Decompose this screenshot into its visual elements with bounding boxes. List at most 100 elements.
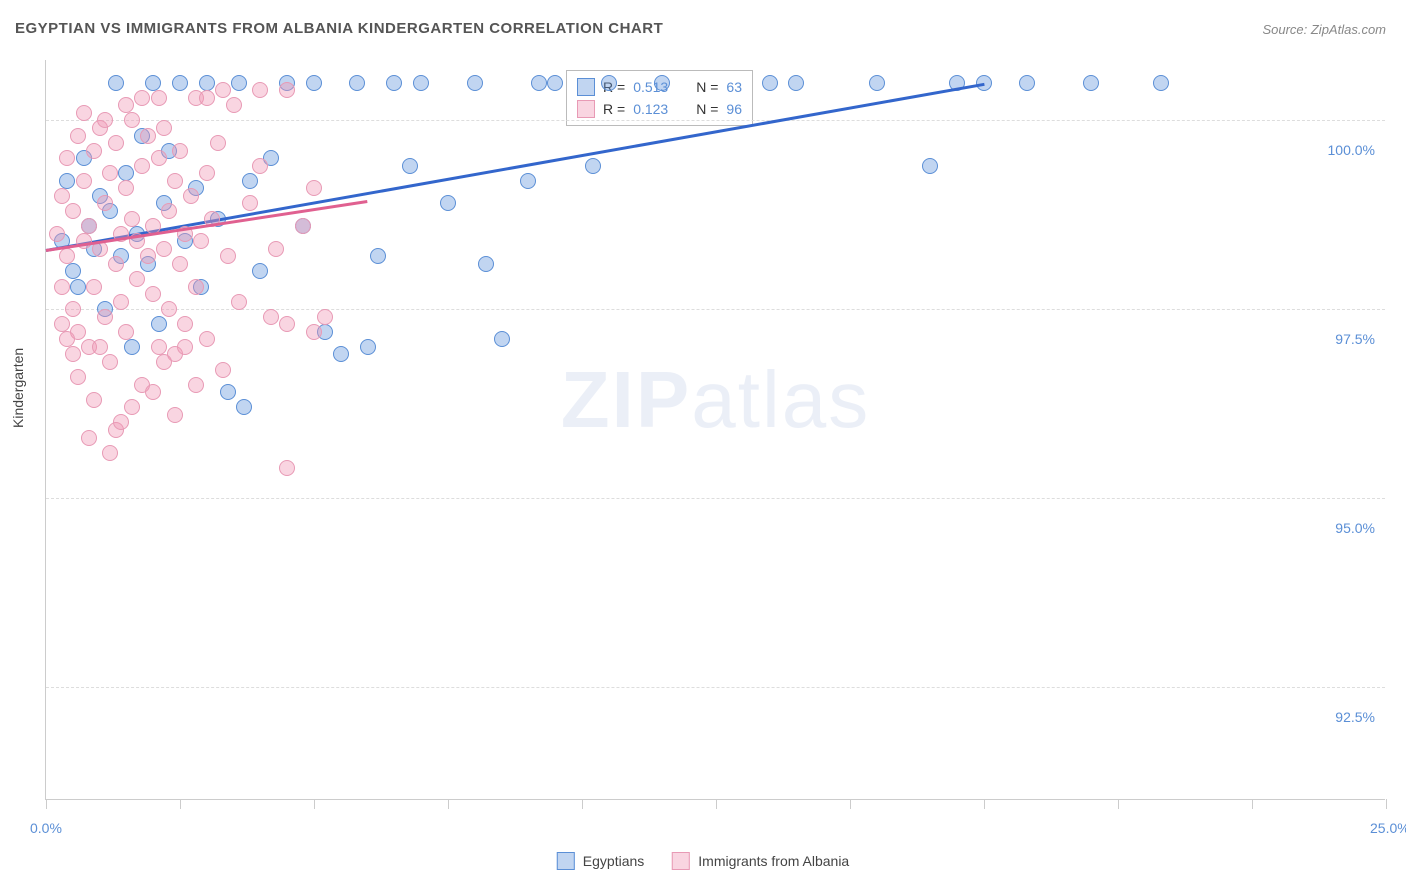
- scatter-point: [134, 158, 150, 174]
- scatter-point: [333, 346, 349, 362]
- scatter-point: [869, 75, 885, 91]
- scatter-point: [440, 195, 456, 211]
- n-label: N =: [696, 79, 718, 95]
- grid-line: [46, 309, 1385, 310]
- scatter-point: [86, 279, 102, 295]
- scatter-point: [140, 248, 156, 264]
- scatter-point: [467, 75, 483, 91]
- x-tick: [180, 799, 181, 809]
- r-label: R =: [603, 101, 625, 117]
- scatter-point: [70, 128, 86, 144]
- scatter-point: [124, 112, 140, 128]
- scatter-point: [156, 354, 172, 370]
- y-axis-title: Kindergarten: [10, 348, 26, 428]
- source-attribution: Source: ZipAtlas.com: [1262, 22, 1386, 37]
- scatter-point: [76, 105, 92, 121]
- grid-line: [46, 498, 1385, 499]
- scatter-point: [1153, 75, 1169, 91]
- scatter-point: [129, 271, 145, 287]
- scatter-point: [54, 279, 70, 295]
- scatter-point: [242, 195, 258, 211]
- scatter-point: [70, 369, 86, 385]
- scatter-point: [279, 82, 295, 98]
- scatter-point: [788, 75, 804, 91]
- scatter-point: [167, 173, 183, 189]
- scatter-point: [97, 309, 113, 325]
- scatter-point: [306, 75, 322, 91]
- scatter-point: [124, 339, 140, 355]
- scatter-point: [922, 158, 938, 174]
- x-tick: [314, 799, 315, 809]
- scatter-point: [226, 97, 242, 113]
- scatter-point: [59, 248, 75, 264]
- scatter-point: [199, 90, 215, 106]
- scatter-point: [59, 331, 75, 347]
- n-value: 63: [726, 79, 742, 95]
- x-tick: [448, 799, 449, 809]
- scatter-point: [585, 158, 601, 174]
- grid-line: [46, 120, 1385, 121]
- scatter-point: [65, 346, 81, 362]
- scatter-point: [81, 430, 97, 446]
- legend-series-label: Egyptians: [583, 853, 644, 869]
- scatter-point: [151, 90, 167, 106]
- scatter-point: [172, 143, 188, 159]
- x-tick: [1118, 799, 1119, 809]
- scatter-point: [140, 128, 156, 144]
- scatter-point: [92, 339, 108, 355]
- scatter-point: [59, 173, 75, 189]
- scatter-point: [547, 75, 563, 91]
- scatter-point: [76, 173, 92, 189]
- scatter-point: [306, 324, 322, 340]
- legend-correlation-row: R = 0.123 N = 96: [577, 98, 742, 120]
- scatter-point: [177, 316, 193, 332]
- scatter-point: [113, 414, 129, 430]
- n-label: N =: [696, 101, 718, 117]
- scatter-point: [199, 75, 215, 91]
- scatter-point: [172, 75, 188, 91]
- legend-swatch: [672, 852, 690, 870]
- scatter-point: [215, 82, 231, 98]
- x-tick: [850, 799, 851, 809]
- scatter-point: [118, 180, 134, 196]
- scatter-point: [145, 384, 161, 400]
- scatter-point: [1019, 75, 1035, 91]
- scatter-point: [118, 165, 134, 181]
- scatter-point: [102, 165, 118, 181]
- scatter-point: [156, 241, 172, 257]
- scatter-point: [188, 377, 204, 393]
- y-tick-label: 92.5%: [1335, 709, 1375, 725]
- scatter-point: [413, 75, 429, 91]
- scatter-point: [86, 143, 102, 159]
- scatter-point: [279, 316, 295, 332]
- watermark: ZIPatlas: [561, 354, 870, 446]
- scatter-point: [118, 324, 134, 340]
- n-value: 96: [726, 101, 742, 117]
- scatter-point: [102, 354, 118, 370]
- scatter-point: [268, 241, 284, 257]
- scatter-point: [145, 286, 161, 302]
- scatter-point: [231, 294, 247, 310]
- scatter-point: [252, 263, 268, 279]
- scatter-point: [402, 158, 418, 174]
- scatter-point: [306, 180, 322, 196]
- scatter-point: [97, 195, 113, 211]
- scatter-point: [478, 256, 494, 272]
- scatter-point: [360, 339, 376, 355]
- scatter-point: [220, 248, 236, 264]
- x-tick: [984, 799, 985, 809]
- scatter-point: [102, 445, 118, 461]
- scatter-point: [70, 279, 86, 295]
- scatter-point: [97, 112, 113, 128]
- scatter-point: [54, 188, 70, 204]
- scatter-point: [108, 256, 124, 272]
- x-tick: [1252, 799, 1253, 809]
- scatter-point: [151, 339, 167, 355]
- scatter-point: [520, 173, 536, 189]
- watermark-light: atlas: [691, 355, 870, 444]
- scatter-point: [118, 97, 134, 113]
- x-tick: [46, 799, 47, 809]
- scatter-point: [386, 75, 402, 91]
- r-value: 0.123: [633, 101, 668, 117]
- watermark-bold: ZIP: [561, 355, 691, 444]
